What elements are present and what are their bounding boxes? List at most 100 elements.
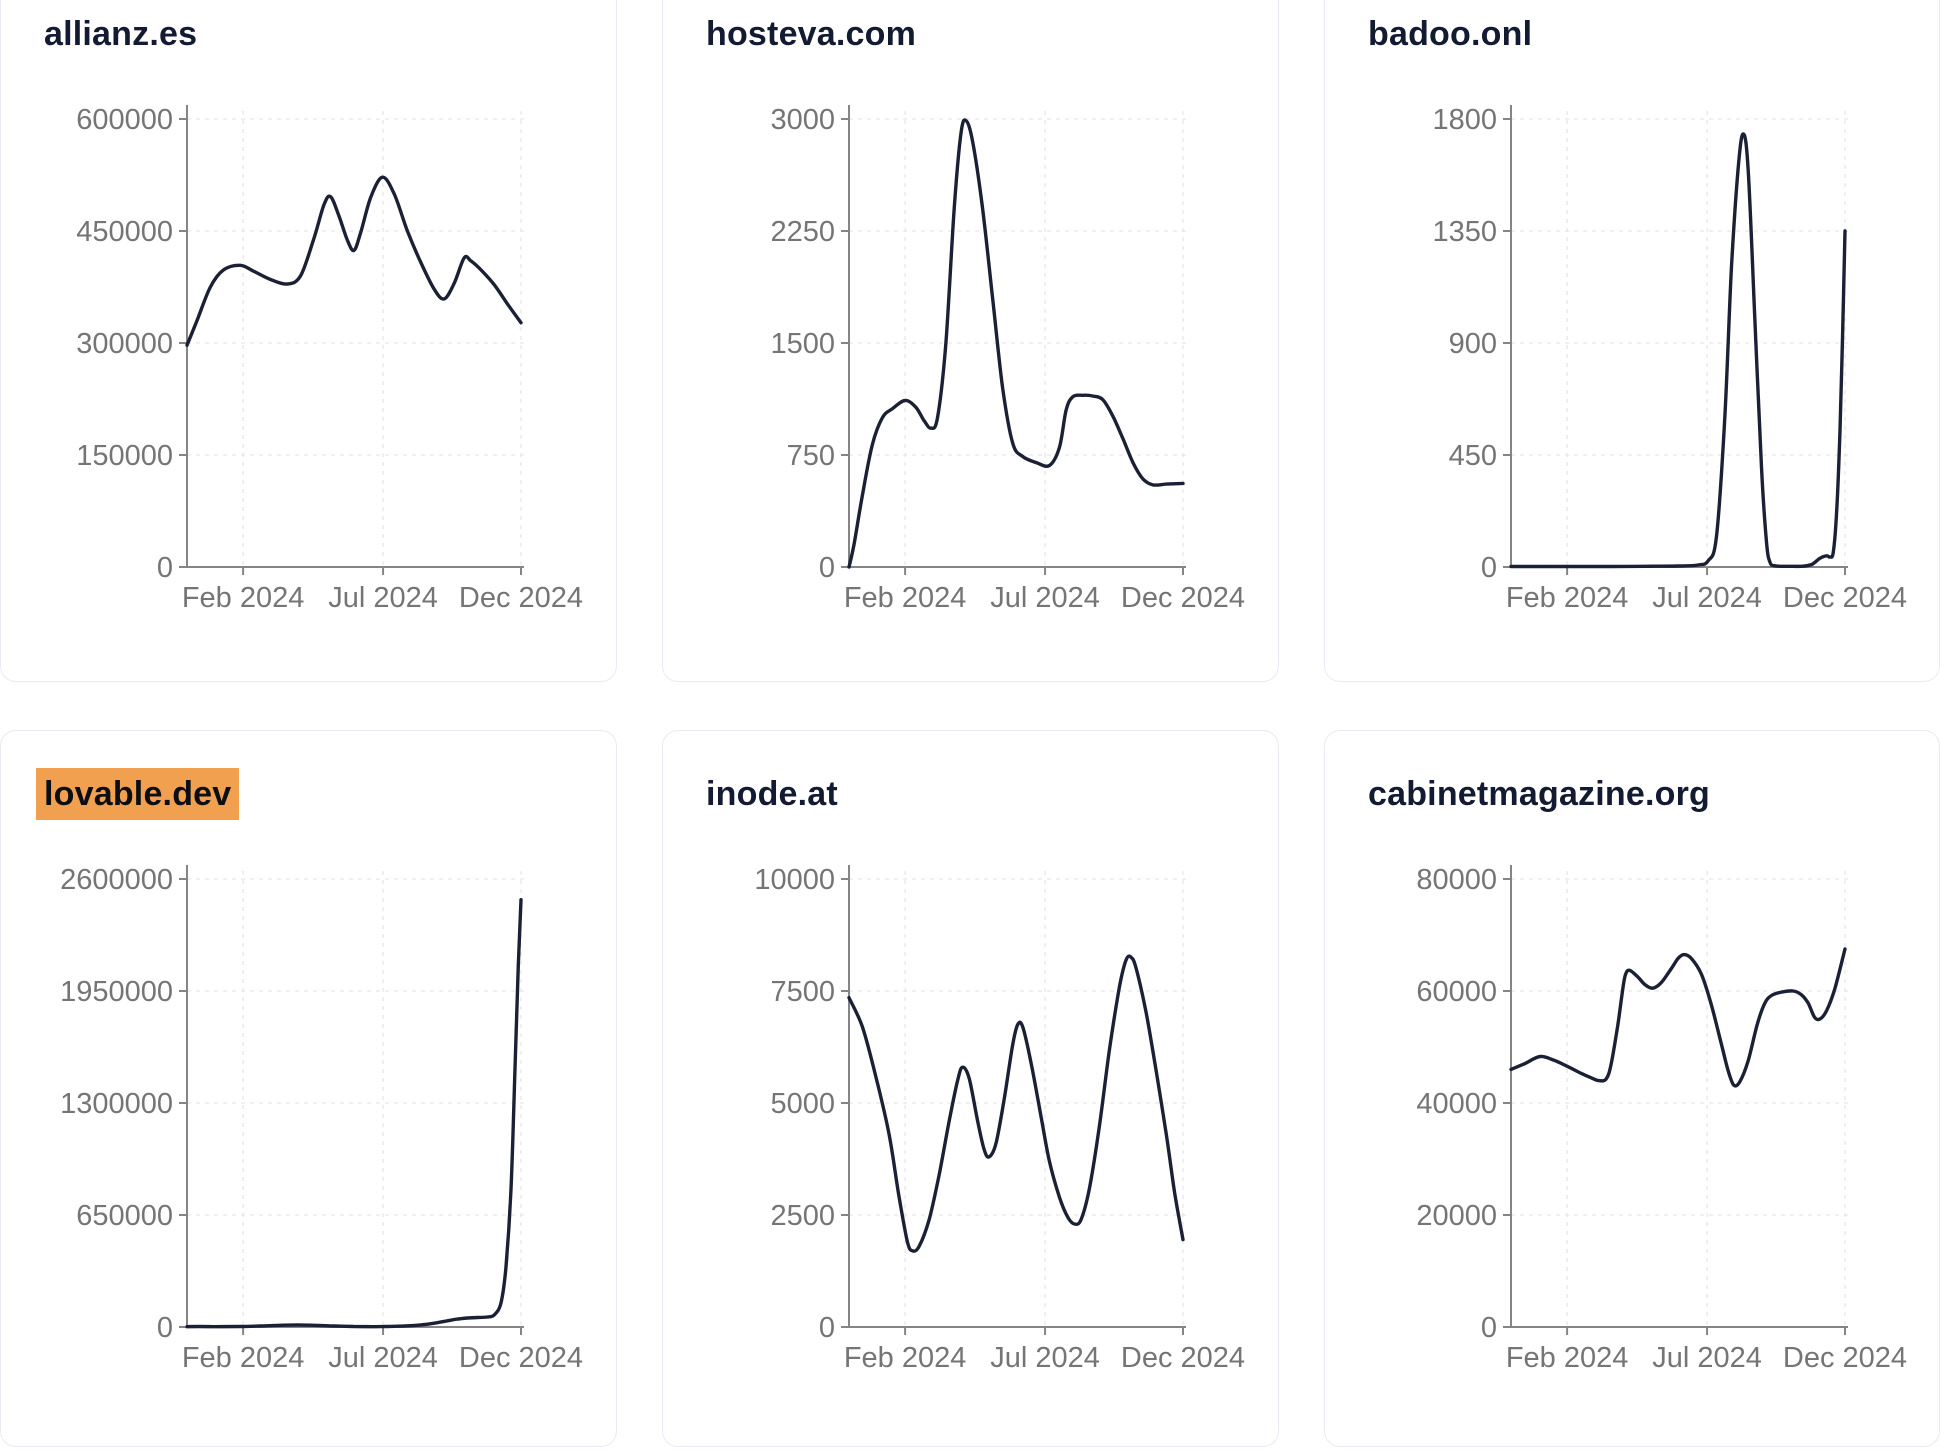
traffic-line-chart: 0 650000 1300000 1950000 2600000 Feb 2024 Jul … — [60, 864, 583, 1374]
y-tick-label: 2250 — [770, 216, 835, 248]
axis-lines — [186, 865, 524, 1328]
x-tick-label: Jul 2024 — [990, 1342, 1100, 1374]
x-tick-label: Jul 2024 — [328, 582, 438, 614]
domain-title-highlighted: lovable.dev — [36, 768, 240, 820]
x-tick-label: Feb 2024 — [1506, 582, 1629, 614]
y-tick-label: 650000 — [76, 1200, 173, 1232]
x-tick-label: Jul 2024 — [328, 1342, 438, 1374]
y-tick-label: 0 — [157, 1312, 173, 1344]
y-tick-label: 2600000 — [60, 864, 173, 896]
axes — [1503, 865, 1848, 1335]
y-tick-label: 0 — [157, 552, 173, 584]
traffic-line-chart: 0 450 900 1350 1800 Feb 2024 Jul 2024 Dec 2024 — [1432, 104, 1907, 614]
x-tick-label: Feb 2024 — [844, 1342, 967, 1374]
y-tick-label: 600000 — [76, 104, 173, 136]
x-tick-label: Dec 2024 — [459, 1342, 583, 1374]
tick-labels: 0 650000 1300000 1950000 2600000 Feb 2024 Jul … — [60, 864, 583, 1374]
y-tick-label: 2500 — [770, 1200, 835, 1232]
traffic-line-chart: 0 2500 5000 7500 10000 Feb 2024 Jul 2024 Dec 20… — [754, 864, 1245, 1374]
y-tick-label: 40000 — [1416, 1088, 1497, 1120]
domain-title-text: allianz.es — [44, 15, 198, 53]
traffic-line-chart: 0 750 1500 2250 3000 Feb 2024 Jul 2024 Dec 2024 — [770, 104, 1245, 614]
y-tick-label: 900 — [1449, 328, 1497, 360]
axes — [179, 865, 524, 1335]
gridlines — [849, 111, 1186, 567]
axis-lines — [848, 105, 1186, 568]
traffic-line — [1509, 947, 1847, 1088]
traffic-line — [185, 898, 523, 1329]
gridlines — [187, 111, 524, 567]
axes — [179, 105, 524, 575]
axis-lines — [1510, 105, 1848, 568]
y-tick-label: 3000 — [770, 104, 835, 136]
domain-title-text: lovable.dev — [36, 768, 240, 820]
y-tick-label: 0 — [819, 552, 835, 584]
y-tick-label: 450000 — [76, 216, 173, 248]
axes — [841, 865, 1186, 1335]
traffic-line — [847, 118, 1185, 569]
domain-card-lovable-dev[interactable]: lovable.dev 0 650000 1300000 1950000 2600000… — [0, 730, 617, 1447]
tick-labels: 0 150000 300000 450000 600000 Feb 2024 Jul 202… — [76, 104, 583, 614]
domain-card-allianz-es[interactable]: allianz.es 0 150000 300000 450000 600000 Feb … — [0, 0, 617, 682]
traffic-line — [185, 175, 523, 347]
tick-labels: 0 450 900 1350 1800 Feb 2024 Jul 2024 Dec 2024 — [1432, 104, 1907, 614]
domain-card-inode-at[interactable]: inode.at 0 2500 5000 7500 10000 Feb 2024 Jul 2… — [662, 730, 1279, 1447]
domain-title: allianz.es — [44, 15, 197, 54]
domain-title: hosteva.com — [706, 15, 916, 54]
y-tick-label: 0 — [1481, 552, 1497, 584]
traffic-line — [1509, 132, 1847, 569]
y-tick-label: 80000 — [1416, 864, 1497, 896]
x-tick-label: Dec 2024 — [1783, 1342, 1907, 1374]
y-tick-label: 0 — [1481, 1312, 1497, 1344]
axis-lines — [1510, 865, 1848, 1328]
domain-title: inode.at — [706, 775, 838, 814]
y-tick-label: 60000 — [1416, 976, 1497, 1008]
y-tick-label: 150000 — [76, 440, 173, 472]
y-tick-label: 300000 — [76, 328, 173, 360]
y-tick-label: 450 — [1449, 440, 1497, 472]
traffic-line-chart: 0 150000 300000 450000 600000 Feb 2024 Jul 202… — [76, 104, 583, 614]
y-tick-label: 10000 — [754, 864, 835, 896]
x-tick-label: Feb 2024 — [182, 582, 305, 614]
domain-card-cabinetmagazine-org[interactable]: cabinetmagazine.org 0 20000 40000 60000 8000… — [1324, 730, 1940, 1447]
x-tick-label: Jul 2024 — [1652, 582, 1762, 614]
x-tick-label: Feb 2024 — [1506, 1342, 1629, 1374]
domain-title-text: cabinetmagazine.org — [1368, 775, 1710, 813]
x-tick-label: Dec 2024 — [1121, 582, 1245, 614]
x-tick-label: Feb 2024 — [844, 582, 967, 614]
tick-labels: 0 20000 40000 60000 80000 Feb 2024 Jul 2024 Dec… — [1416, 864, 1907, 1374]
x-tick-label: Jul 2024 — [990, 582, 1100, 614]
y-tick-label: 7500 — [770, 976, 835, 1008]
axis-lines — [186, 105, 524, 568]
domain-title: cabinetmagazine.org — [1368, 775, 1710, 814]
axes — [841, 105, 1186, 575]
domain-title-text: badoo.onl — [1368, 15, 1533, 53]
domain-card-hosteva-com[interactable]: hosteva.com 0 750 1500 2250 3000 Feb 2024 Jul … — [662, 0, 1279, 682]
tick-labels: 0 2500 5000 7500 10000 Feb 2024 Jul 2024 Dec 20… — [754, 864, 1245, 1374]
y-tick-label: 750 — [787, 440, 835, 472]
y-tick-label: 5000 — [770, 1088, 835, 1120]
x-tick-label: Jul 2024 — [1652, 1342, 1762, 1374]
y-tick-label: 1800 — [1432, 104, 1497, 136]
domain-card-badoo-onl[interactable]: badoo.onl 0 450 900 1350 1800 Feb 2024 Jul 202… — [1324, 0, 1940, 682]
x-tick-label: Dec 2024 — [1783, 582, 1907, 614]
domain-title-text: inode.at — [706, 775, 838, 813]
gridlines — [1511, 871, 1848, 1327]
y-tick-label: 1350 — [1432, 216, 1497, 248]
gridlines — [187, 871, 524, 1327]
x-tick-label: Dec 2024 — [459, 582, 583, 614]
traffic-line-chart: 0 20000 40000 60000 80000 Feb 2024 Jul 2024 Dec… — [1416, 864, 1907, 1374]
domain-title: badoo.onl — [1368, 15, 1532, 54]
traffic-line — [847, 954, 1185, 1253]
gridlines — [849, 871, 1186, 1327]
tick-labels: 0 750 1500 2250 3000 Feb 2024 Jul 2024 Dec 2024 — [770, 104, 1245, 614]
y-tick-label: 1500 — [770, 328, 835, 360]
y-tick-label: 0 — [819, 1312, 835, 1344]
domain-title-text: hosteva.com — [706, 15, 917, 53]
x-tick-label: Dec 2024 — [1121, 1342, 1245, 1374]
axes — [1503, 105, 1848, 575]
gridlines — [1511, 111, 1848, 567]
x-tick-label: Feb 2024 — [182, 1342, 305, 1374]
y-tick-label: 20000 — [1416, 1200, 1497, 1232]
